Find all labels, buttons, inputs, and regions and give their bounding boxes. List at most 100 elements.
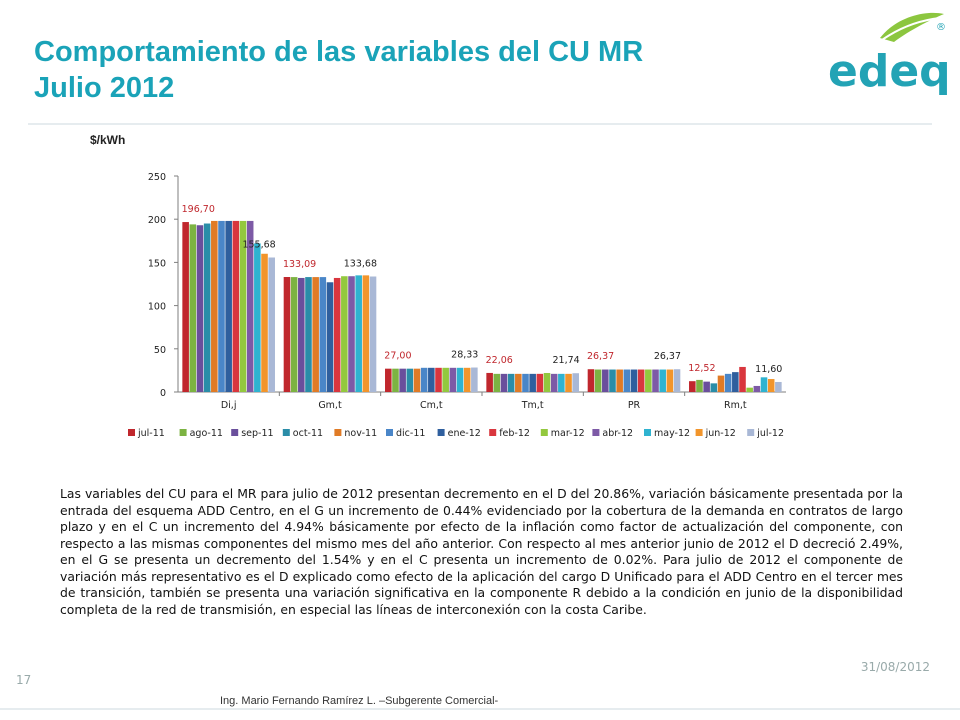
- bar-pr-jul-11: [587, 369, 595, 392]
- legend-item-label: ago-11: [190, 428, 223, 439]
- x-tick-label: PR: [628, 400, 641, 411]
- x-tick-label: Di,j: [221, 400, 237, 411]
- bar-tmt-sep-11: [500, 373, 508, 392]
- y-axis-unit-label: $/kWh: [90, 133, 126, 147]
- bar-pr-jun-12: [666, 369, 674, 392]
- legend-item-label: jul-11: [137, 428, 165, 439]
- data-label: 133,09: [283, 259, 316, 270]
- legend-swatch: [282, 429, 290, 436]
- bar-gmt-mar-12: [341, 276, 348, 392]
- bar-rmt-jun-12: [767, 379, 775, 392]
- legend-swatch: [128, 429, 135, 436]
- bar-dij-oct-11: [203, 223, 211, 392]
- legend-item-label: jun-12: [705, 428, 736, 439]
- bar-cmt-abr-12: [449, 367, 457, 392]
- x-tick-label: Rm,t: [724, 400, 747, 411]
- bar-pr-oct-11: [609, 369, 616, 392]
- bar-dij-ago-11: [189, 224, 197, 392]
- bar-gmt-ene-12: [326, 282, 334, 392]
- bar-pr-may-12: [659, 369, 666, 392]
- bar-cmt-oct-11: [406, 368, 414, 392]
- data-label: 26,37: [654, 351, 681, 362]
- legend-item-label: sep-11: [241, 428, 273, 439]
- footer-divider: [0, 708, 960, 710]
- y-tick-label: 100: [148, 302, 166, 313]
- data-label: 26,37: [587, 351, 614, 362]
- bar-dij-feb-12: [232, 220, 240, 392]
- bar-cmt-dic-11: [420, 367, 428, 392]
- bar-rmt-jul-12: [775, 381, 782, 392]
- bar-cmt-feb-12: [435, 367, 442, 392]
- bar-pr-mar-12: [645, 369, 652, 392]
- bar-chart: 0 50 100 150 200 250 Di,j Gm,t Cm,t Tm,t PR Rm,t 196…: [128, 172, 786, 439]
- data-label: 155,68: [242, 239, 275, 250]
- bar-rmt-nov-11: [717, 375, 725, 392]
- bar-rmt-oct-11: [710, 383, 718, 392]
- y-tick-label: 200: [148, 215, 166, 226]
- bar-dij-jul-11: [182, 222, 189, 392]
- bar-cmt-jul-11: [385, 368, 392, 392]
- bar-cmt-may-12: [456, 367, 464, 392]
- slide-title: Comportamiento de las variables del CU M…: [34, 34, 754, 106]
- legend-item-label: ene-12: [448, 428, 481, 439]
- y-tick-label: 0: [160, 388, 166, 399]
- legend-item-label: dic-11: [396, 428, 425, 439]
- data-label: 22,06: [486, 355, 513, 366]
- data-label: 28,33: [451, 350, 478, 361]
- bar-tmt-ene-12: [529, 373, 536, 392]
- bar-dij-mar-12: [239, 220, 247, 392]
- y-tick-label: 250: [148, 172, 166, 183]
- title-line-1: Comportamiento de las variables del CU M…: [34, 36, 644, 68]
- data-label: 133,68: [344, 259, 377, 270]
- bar-dij-jun-12: [261, 253, 268, 392]
- bar-dij-ene-12: [225, 220, 232, 392]
- legend-item-label: abr-12: [602, 428, 633, 439]
- bar-dij-jul-12: [268, 257, 275, 392]
- analysis-paragraph: Las variables del CU para el MR para jul…: [60, 486, 903, 617]
- bar-pr-ago-11: [594, 369, 602, 392]
- title-line-2: Julio 2012: [34, 72, 175, 104]
- bar-dij-abr-12: [246, 220, 254, 392]
- bar-gmt-nov-11: [312, 277, 319, 392]
- legend-swatch: [231, 429, 239, 436]
- bar-gmt-abr-12: [348, 276, 355, 392]
- legend-swatch: [489, 429, 497, 436]
- bar-rmt-may-12: [760, 377, 768, 392]
- bar-gmt-may-12: [355, 275, 362, 392]
- data-label: 196,70: [182, 204, 215, 215]
- bar-gmt-oct-11: [305, 277, 312, 392]
- logo-text: edeq: [828, 46, 948, 97]
- bar-rmt-sep-11: [703, 381, 710, 392]
- title-divider: [28, 123, 932, 125]
- bar-tmt-nov-11: [515, 373, 522, 392]
- bar-gmt-jun-12: [362, 275, 370, 392]
- edeq-logo: edeq ®: [828, 12, 948, 97]
- bar-rmt-dic-11: [724, 373, 732, 392]
- slide-date: 31/08/2012: [860, 660, 930, 674]
- bar-cmt-sep-11: [399, 368, 406, 392]
- legend-item-label: may-12: [654, 428, 690, 439]
- data-label: 27,00: [384, 351, 411, 362]
- legend-swatch: [386, 429, 393, 436]
- bar-pr-ene-12: [630, 369, 638, 392]
- x-tick-label: Tm,t: [521, 400, 544, 411]
- bar-tmt-ago-11: [493, 373, 501, 392]
- footer-author: Ing. Mario Fernando Ramírez L. –Subgeren…: [220, 695, 499, 707]
- bar-gmt-feb-12: [333, 277, 341, 392]
- data-label: 11,60: [755, 364, 782, 375]
- bar-cmt-mar-12: [442, 367, 449, 392]
- bar-gmt-sep-11: [298, 277, 305, 392]
- data-label: 21,74: [552, 355, 579, 366]
- legend-item-label: mar-12: [551, 428, 585, 439]
- y-tick-label: 50: [154, 345, 166, 356]
- legend-swatch: [747, 429, 755, 436]
- bar-tmt-oct-11: [507, 373, 515, 392]
- bar-gmt-jul-11: [283, 277, 291, 392]
- bar-cmt-ago-11: [392, 368, 399, 392]
- bar-gmt-jul-12: [369, 276, 377, 392]
- legend-swatch: [540, 429, 548, 436]
- bar-cmt-jul-12: [471, 367, 478, 392]
- bar-gmt-ago-11: [290, 277, 298, 392]
- x-tick-label: Cm,t: [420, 400, 443, 411]
- bar-tmt-feb-12: [536, 373, 544, 392]
